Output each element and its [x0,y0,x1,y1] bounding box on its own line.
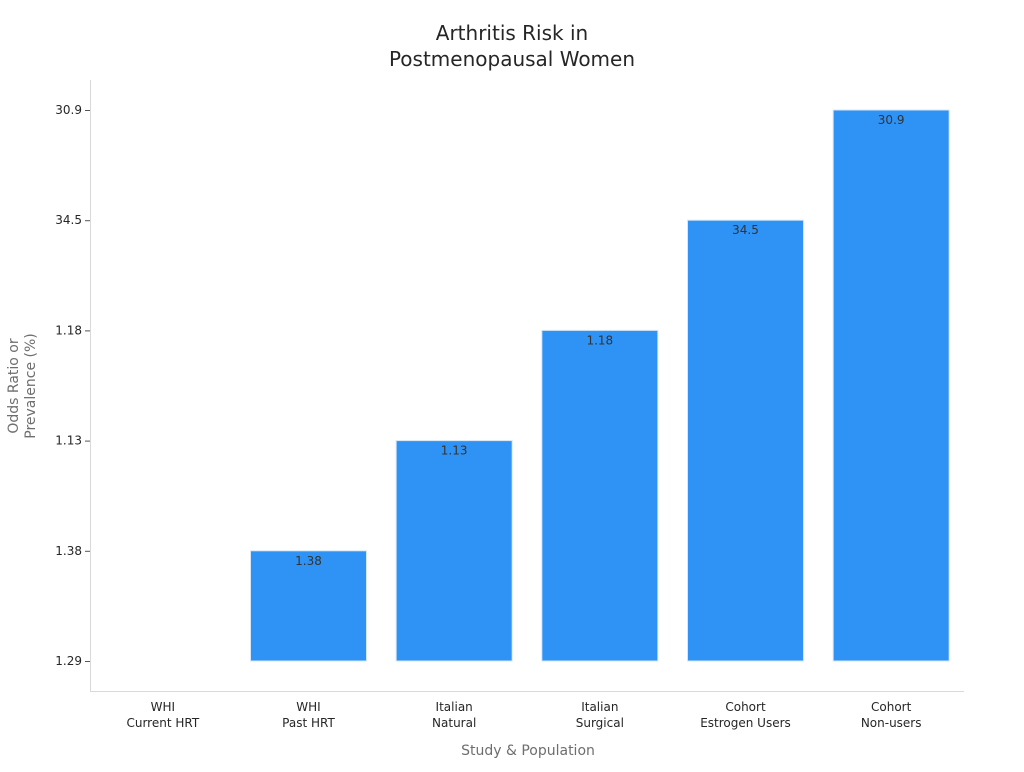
chart-title-line-1: Arthritis Risk in [436,21,588,45]
bar [395,440,513,662]
y-tick-label: 1.13 [55,434,82,448]
bar-value-label: 34.5 [732,223,759,237]
y-tick-label: 30.9 [55,103,82,117]
x-tick-label-line-2: Natural [432,716,476,730]
x-tick-label-line-2: Current HRT [126,716,199,730]
bar [687,219,804,662]
x-tick-label-line-1: WHI [296,700,320,714]
bar [541,329,659,662]
bar [250,550,367,662]
x-tick-label-line-2: Surgical [576,716,624,730]
y-axis-title-line-1: Odds Ratio or [6,338,22,433]
x-axis-title: Study & Population [461,743,595,759]
y-tick-label: 1.38 [55,544,82,558]
x-tick-label-line-1: Italian [581,700,618,714]
y-axis-title-line-2: Prevalence (%) [23,333,39,439]
bar-value-label: 1.38 [295,554,322,568]
y-tick-label: 1.29 [55,654,82,668]
x-tick-label-line-2: Past HRT [282,716,335,730]
x-tick-label-line-2: Estrogen Users [700,716,791,730]
plot-area: 1.29 1.38 1.13 1.18 34.5 30.9 WHI Current HRT 1.… [55,103,950,730]
x-tick-label-line-1: Italian [436,700,473,714]
bar-value-label: 1.18 [586,333,613,347]
bar [832,109,950,662]
y-tick-label: 1.18 [55,323,82,337]
y-tick-label: 34.5 [55,213,82,227]
x-tick-label-line-2: Non-users [861,716,922,730]
x-tick-label-line-1: WHI [151,700,175,714]
y-axis-title: Odds Ratio or Prevalence (%) [6,333,39,439]
bar-value-label: 1.13 [441,444,468,458]
bar-value-label: 30.9 [878,113,905,127]
x-tick-label-line-1: Cohort [871,700,912,714]
chart-title-line-2: Postmenopausal Women [389,47,635,71]
x-tick-label-line-1: Cohort [725,700,766,714]
